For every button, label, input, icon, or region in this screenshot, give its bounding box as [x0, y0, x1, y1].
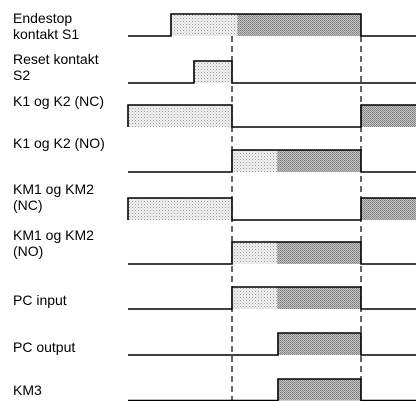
sig-km3-label: KM3	[13, 382, 42, 398]
signal-traces	[127, 13, 416, 401]
sig-pc-output-trace	[128, 332, 416, 356]
sig-pc-input-pulse-0-light	[232, 287, 278, 309]
sig-reset-label: Reset kontakt S2	[13, 51, 99, 83]
sig-km1km2-no-pulse-0-light	[232, 242, 278, 264]
sig-k1k2-no-label: K1 og K2 (NO)	[13, 135, 105, 151]
sig-km1km2-nc-trace	[127, 197, 416, 221]
sig-pc-input-label: PC input	[13, 292, 67, 308]
sig-k1k2-no-pulse-0-dark	[277, 150, 361, 172]
sig-km1km2-nc-pulse-1	[361, 198, 416, 220]
sig-pc-input-trace	[128, 286, 416, 310]
sig-k1k2-nc-trace	[127, 104, 416, 128]
sig-pc-input-waveform	[128, 286, 416, 310]
sig-pc-output-pulse-0	[278, 333, 361, 355]
sig-endestop-pulse-0-light	[171, 14, 238, 36]
sig-km1km2-nc-pulse-0	[128, 198, 232, 220]
sig-km1km2-no-label: KM1 og KM2 (NO)	[13, 227, 94, 259]
sig-km1km2-no-pulse-0-dark	[277, 242, 361, 264]
sig-pc-input-pulse-0-dark	[277, 287, 361, 309]
sig-endestop-pulse-0-dark	[237, 14, 361, 36]
sig-reset-waveform	[128, 60, 416, 84]
sig-km3-trace	[128, 378, 416, 401]
sig-km1km2-nc-waveform	[127, 197, 416, 221]
sig-km1km2-no-waveform	[128, 241, 416, 265]
sig-endestop-trace	[128, 13, 416, 37]
sig-km3-waveform	[128, 378, 416, 401]
sig-reset-pulse-0	[194, 61, 232, 83]
sig-k1k2-nc-pulse-1	[361, 105, 416, 127]
sig-k1k2-nc-label: K1 og K2 (NC)	[13, 93, 105, 109]
sig-endestop-label: Endestop kontakt S1	[13, 10, 80, 42]
sig-km1km2-nc-label: KM1 og KM2 (NC)	[13, 181, 94, 213]
sig-km1km2-no-trace	[128, 241, 416, 265]
sig-k1k2-nc-pulse-0	[128, 105, 232, 127]
sig-pc-output-waveform	[128, 332, 416, 356]
sig-pc-output-label: PC output	[13, 339, 76, 355]
sig-endestop-waveform	[128, 13, 416, 37]
sig-k1k2-no-trace	[128, 149, 416, 173]
sig-reset-trace	[128, 60, 416, 84]
sig-km3-pulse-0	[278, 379, 361, 401]
sig-k1k2-no-pulse-0-light	[232, 150, 278, 172]
sig-k1k2-no-waveform	[128, 149, 416, 173]
sig-k1k2-nc-waveform	[127, 104, 416, 128]
